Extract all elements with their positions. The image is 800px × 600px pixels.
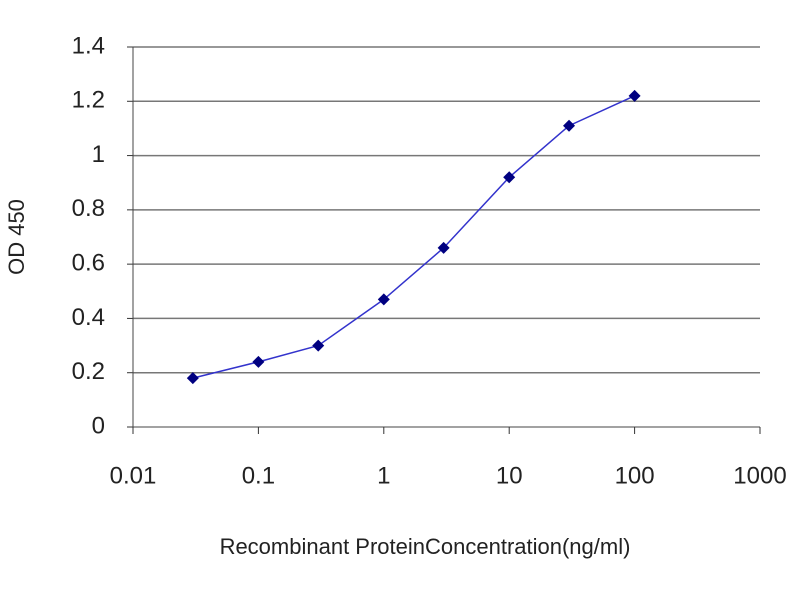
x-tick-label: 10 (496, 462, 523, 489)
y-tick-label: 1 (92, 141, 105, 168)
data-point (503, 171, 516, 184)
x-tick-label: 100 (615, 462, 655, 489)
x-tick-label: 0.1 (242, 462, 275, 489)
y-tick-label: 0.4 (72, 304, 105, 331)
y-tick-label: 1.4 (72, 32, 105, 59)
y-axis-label: OD 450 (4, 199, 29, 275)
data-point (628, 89, 641, 102)
data-line (192, 95, 635, 379)
y-tick-label: 0.8 (72, 195, 105, 222)
x-axis-label: Recombinant ProteinConcentration(ng/ml) (220, 534, 631, 559)
y-tick-label: 0 (92, 412, 105, 439)
y-tick-label: 0.2 (72, 358, 105, 385)
data-point (377, 293, 390, 306)
data-point (437, 241, 450, 254)
x-tick-label: 1000 (733, 462, 786, 489)
data-point (252, 355, 265, 368)
y-tick-label: 0.6 (72, 249, 105, 276)
x-tick-label: 0.01 (110, 462, 157, 489)
data-point (563, 119, 576, 132)
data-point (186, 372, 199, 385)
y-tick-label: 1.2 (72, 87, 105, 114)
data-point (312, 339, 325, 352)
x-tick-label: 1 (377, 462, 390, 489)
